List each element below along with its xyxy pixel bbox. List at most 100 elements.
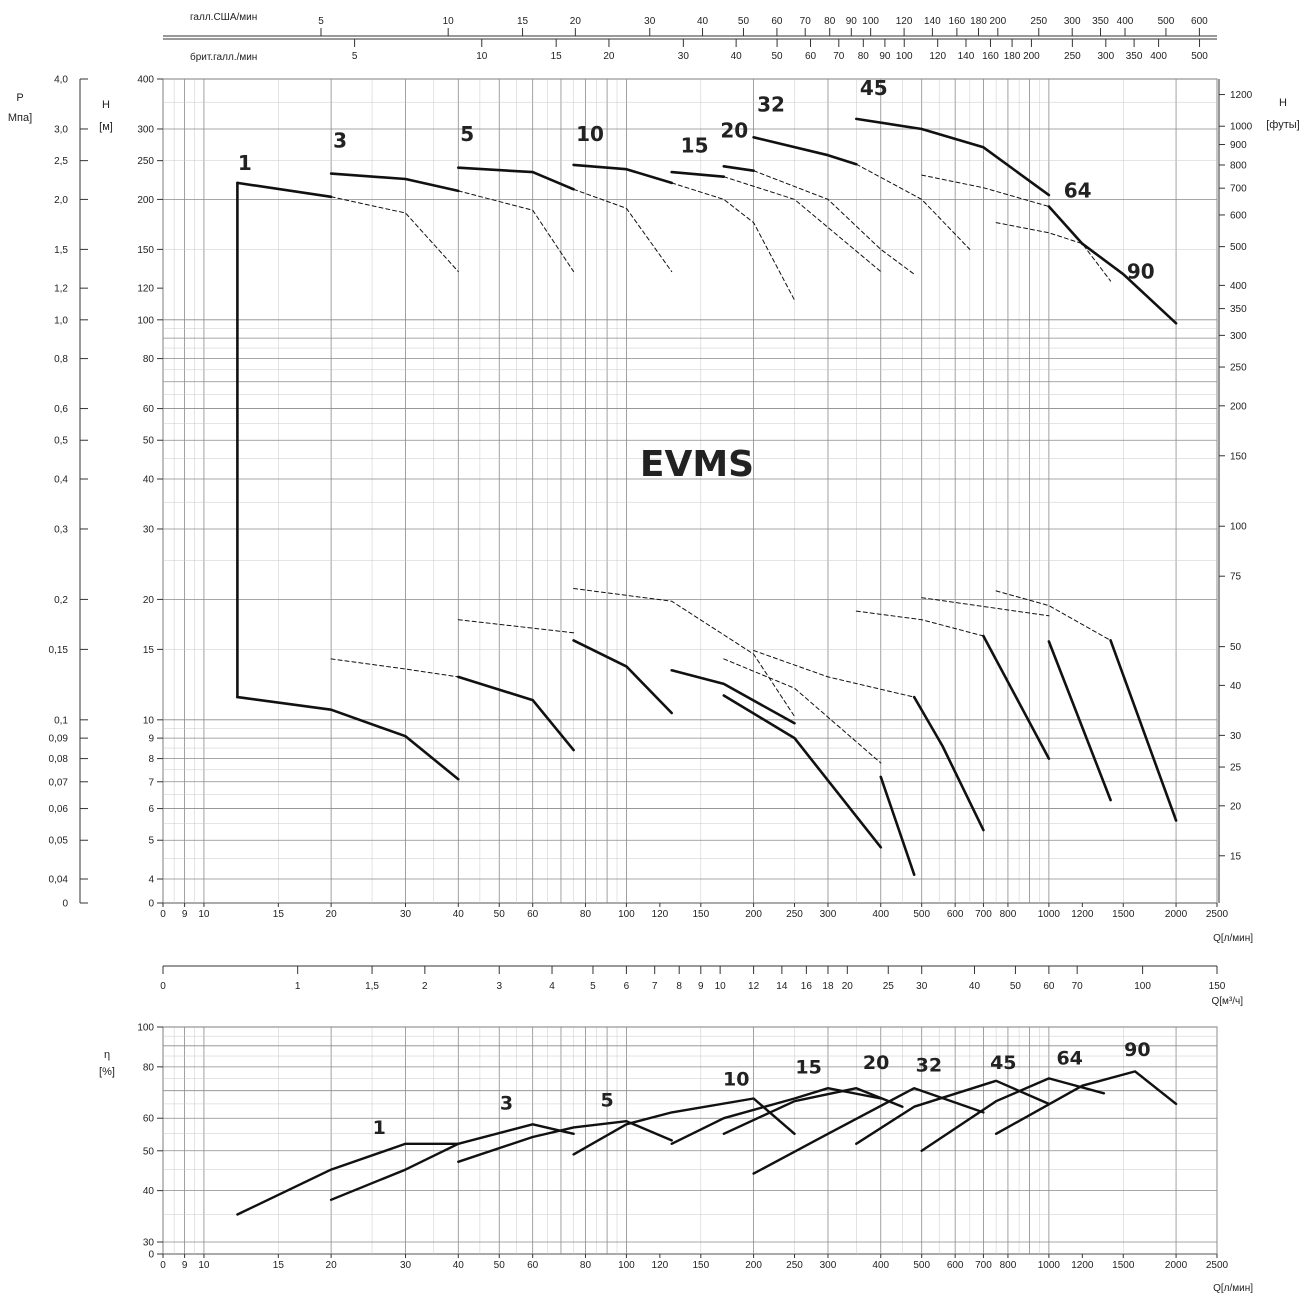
m3h-tick-label: 60 [1043, 981, 1055, 992]
feet-tick-label: 600 [1230, 210, 1247, 221]
m3h-tick-label: 3 [496, 981, 502, 992]
curve-45-upper [855, 117, 1051, 197]
gallon-tick-label: 5 [318, 16, 324, 27]
efficiency-curve-90 [994, 1070, 1178, 1135]
pressure-tick-label: 2,0 [54, 195, 68, 206]
curve-15-lower [722, 694, 883, 849]
curve-label-90: 90 [1127, 259, 1155, 283]
feet-tick-label: 150 [1230, 451, 1247, 462]
gallon-tick-label: 350 [1126, 51, 1143, 62]
gallon-tick-label: 90 [879, 51, 891, 62]
curve-10-upper [572, 163, 673, 185]
h-tick-label: 150 [137, 245, 154, 256]
feet-tick-label: 20 [1230, 801, 1242, 812]
m3h-tick-label: 12 [748, 981, 760, 992]
curve-label-20: 20 [720, 118, 748, 142]
efficiency-curve-3 [329, 1123, 575, 1201]
x-tick-label: 400 [872, 909, 889, 920]
h-tick-label: 4 [148, 875, 154, 886]
m3h-tick-label: 7 [652, 981, 658, 992]
pressure-tick-label: 4,0 [54, 75, 68, 86]
m3h-tick-label: 8 [676, 981, 682, 992]
curve-label-15: 15 [681, 134, 709, 158]
x-tick-label: 20 [326, 909, 338, 920]
x-tick-label: 10 [198, 1260, 210, 1271]
x-tick-label: 0 [160, 1260, 166, 1271]
h-tick-label: 8 [148, 754, 154, 765]
curve-45-lower [982, 634, 1051, 760]
x-tick-label: 1500 [1112, 1260, 1135, 1271]
curve-15-dashed-upper [671, 182, 795, 301]
m3h-tick-label: 150 [1209, 981, 1226, 992]
pressure-axis-label: P [16, 92, 23, 104]
gallon-tick-label: 300 [1097, 51, 1114, 62]
h-tick-label: 80 [143, 354, 155, 365]
m3h-axis-unit: Q[м³/ч] [1211, 996, 1243, 1007]
x-tick-label: 250 [786, 909, 803, 920]
efficiency-axis-label: η [104, 1049, 110, 1061]
x-tick-label: 1200 [1071, 909, 1094, 920]
feet-tick-label: 75 [1230, 572, 1242, 583]
efficiency-label-90: 90 [1124, 1039, 1150, 1061]
x-tick-label: 700 [975, 909, 992, 920]
x-tick-label: 1000 [1038, 1260, 1061, 1271]
gallon-tick-label: 10 [443, 16, 455, 27]
x-tick-label: 100 [618, 1260, 635, 1271]
feet-tick-label: 350 [1230, 304, 1247, 315]
gallon-tick-label: 90 [846, 16, 858, 27]
x-tick-label: 2000 [1165, 909, 1188, 920]
m3h-tick-label: 100 [1134, 981, 1151, 992]
gallon-tick-label: 40 [731, 51, 743, 62]
efficiency-label-20: 20 [863, 1052, 889, 1074]
gallon-tick-label: 200 [989, 16, 1006, 27]
m3h-tick-label: 30 [916, 981, 928, 992]
feet-tick-label: 700 [1230, 184, 1247, 195]
gallon-tick-label: 350 [1092, 16, 1109, 27]
h-tick-label: 20 [143, 595, 155, 606]
x-tick-label: 400 [872, 1260, 889, 1271]
m3h-tick-label: 25 [883, 981, 895, 992]
curve-90-upper [1081, 242, 1178, 325]
pressure-tick-label: 0,15 [49, 645, 69, 656]
pressure-tick-label: 0,09 [49, 734, 69, 745]
feet-tick-label: 200 [1230, 401, 1247, 412]
feet-tick-label: 25 [1230, 763, 1242, 774]
x-tick-label: 200 [745, 1260, 762, 1271]
x-tick-label: 60 [527, 1260, 539, 1271]
curve-3-dashed-upper [330, 196, 459, 273]
x-tick-label: 600 [947, 1260, 964, 1271]
m3h-tick-label: 4 [549, 981, 555, 992]
x-tick-label: 40 [453, 1260, 465, 1271]
efficiency-label-10: 10 [723, 1069, 749, 1091]
pressure-tick-label: 0,05 [49, 836, 69, 847]
gallon-tick-label: 80 [824, 16, 836, 27]
curve-1-upper [236, 181, 333, 199]
x-tick-label: 800 [1000, 1260, 1017, 1271]
curve-5-lower [572, 639, 673, 715]
x-tick-label: 300 [820, 909, 837, 920]
gallon-tick-label: 15 [551, 51, 563, 62]
curve-45-dashed-lower [855, 610, 984, 637]
feet-tick-label: 1000 [1230, 122, 1253, 133]
curve-20-lower [879, 775, 916, 876]
pressure-tick-label: 0,08 [49, 754, 69, 765]
main-plot-frame [162, 78, 1218, 904]
curve-10-dashed-upper [573, 188, 673, 273]
gallon-tick-label: 300 [1064, 16, 1081, 27]
x-tick-label: 200 [745, 909, 762, 920]
curve-90-dashed-upper [995, 222, 1112, 282]
x-tick-label: 600 [947, 909, 964, 920]
efficiency-curve-15 [670, 1087, 882, 1145]
efficiency-label-1: 1 [373, 1117, 386, 1139]
pressure-tick-label: 1,0 [54, 315, 68, 326]
gallon-tick-label: 70 [800, 16, 812, 27]
pressure-axis-unit: Mпa] [8, 112, 32, 124]
pressure-tick-label: 0,4 [54, 475, 68, 486]
gallon-tick-label: 100 [862, 16, 879, 27]
x-tick-label: 60 [527, 909, 539, 920]
gallon-tick-label: 200 [1023, 51, 1040, 62]
gallon-axis-label: галл.США/мин [190, 12, 257, 23]
feet-tick-label: 500 [1230, 242, 1247, 253]
curve-label-45: 45 [860, 76, 888, 100]
